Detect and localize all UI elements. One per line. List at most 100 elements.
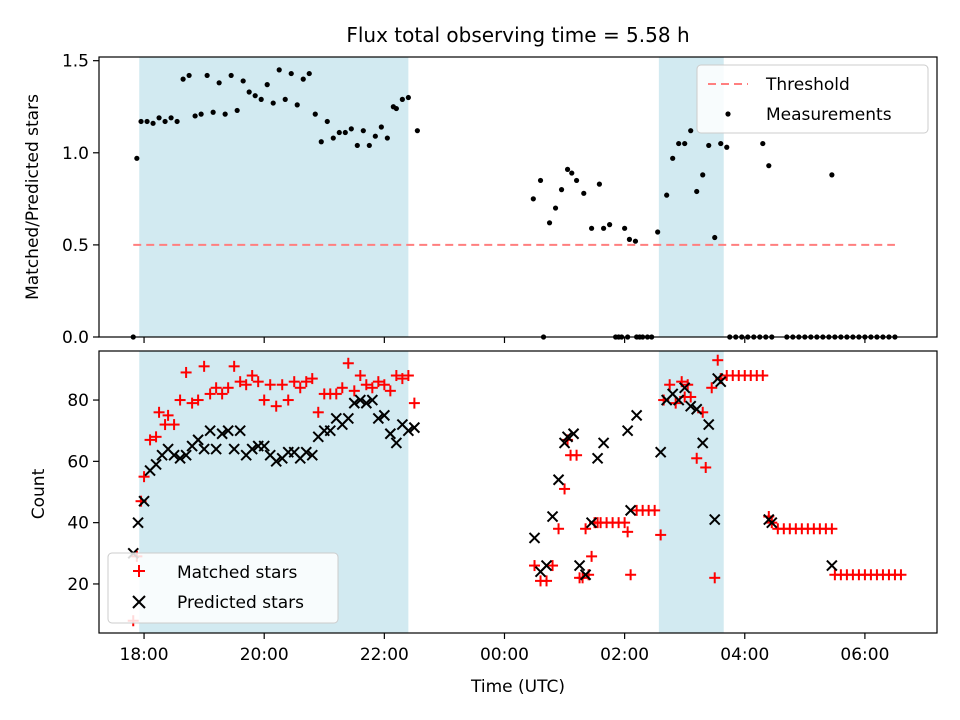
matched-star-point bbox=[360, 379, 372, 391]
measurement-point bbox=[694, 188, 700, 195]
measurement-point bbox=[282, 96, 288, 102]
matched-star-point bbox=[153, 406, 165, 418]
measurement-point bbox=[688, 128, 694, 134]
predicted-star-point bbox=[567, 428, 580, 440]
predicted-star-point bbox=[372, 412, 385, 425]
bottom-axes-frame bbox=[98, 350, 938, 634]
matched-star-point bbox=[342, 357, 354, 369]
matched-star-point bbox=[240, 379, 252, 391]
predicted-star-point bbox=[402, 424, 415, 437]
matched-star-point bbox=[144, 434, 156, 446]
measurement-point bbox=[393, 105, 399, 112]
matched-star-point bbox=[258, 394, 270, 406]
x-axis-label: Time (UTC) bbox=[470, 677, 565, 697]
predicted-star-point bbox=[180, 449, 192, 461]
x-tick-label: 18:00 bbox=[120, 645, 169, 665]
matched-star-point bbox=[198, 360, 210, 372]
x-tick-label: 00:00 bbox=[480, 645, 529, 665]
predicted-stars-points bbox=[127, 372, 838, 581]
matched-star-point bbox=[354, 370, 366, 382]
predicted-star-point bbox=[234, 424, 246, 437]
matched-star-point bbox=[222, 382, 234, 394]
measurement-point bbox=[564, 166, 571, 172]
predicted-star-point bbox=[585, 516, 598, 529]
measurement-point bbox=[676, 140, 682, 147]
measurement-point bbox=[156, 115, 162, 121]
top-y-tick-label: 1.0 bbox=[62, 144, 89, 164]
chart-title: Flux total observing time = 5.58 h bbox=[346, 23, 689, 47]
matched-star-point bbox=[264, 379, 276, 391]
predicted-star-point bbox=[342, 412, 355, 425]
measurement-point bbox=[405, 94, 411, 101]
predicted-star-point bbox=[546, 510, 559, 523]
matched-star-point bbox=[204, 388, 216, 400]
top-axes-frame bbox=[98, 56, 938, 338]
bottom-y-ticks: 20 40 60 80 bbox=[67, 391, 99, 595]
matched-star-point bbox=[330, 388, 342, 400]
matched-star-point bbox=[372, 376, 384, 388]
top-panel: 0.0 0.5 1.0 1.5 Matched/Predicted stars Thr… bbox=[23, 52, 938, 348]
legend-predicted-swatch bbox=[132, 595, 146, 609]
bottom-y-tick-label: 60 bbox=[67, 452, 89, 472]
x-tick-label: 20:00 bbox=[240, 645, 289, 665]
x-tick-label: 06:00 bbox=[840, 645, 889, 665]
predicted-star-point bbox=[826, 559, 838, 572]
predicted-star-point bbox=[228, 443, 240, 455]
top-legend: Threshold Measurements bbox=[696, 64, 929, 134]
matched-star-point bbox=[700, 461, 712, 473]
matched-star-point bbox=[712, 354, 724, 366]
matched-star-point bbox=[366, 382, 378, 394]
measurement-point bbox=[330, 135, 336, 141]
measurement-point bbox=[655, 229, 661, 235]
matched-star-point bbox=[348, 385, 360, 397]
matched-star-point bbox=[300, 376, 312, 388]
matched-star-point bbox=[571, 449, 583, 461]
matched-star-point bbox=[246, 370, 258, 382]
measurement-point bbox=[138, 118, 144, 125]
bottom-legend: Matched stars Predicted stars bbox=[107, 552, 339, 624]
legend-matched-swatch bbox=[133, 565, 145, 577]
measurement-point bbox=[354, 142, 360, 149]
bottom-y-tick-label: 40 bbox=[67, 514, 89, 534]
matched-star-point bbox=[282, 394, 294, 406]
measurement-point bbox=[306, 70, 312, 77]
measurement-point bbox=[186, 72, 192, 79]
bottom-legend-box bbox=[107, 552, 339, 624]
predicted-star-point bbox=[246, 443, 258, 455]
top-y-ticks: 0.0 0.5 1.0 1.5 bbox=[62, 52, 99, 348]
predicted-star-point bbox=[300, 446, 312, 458]
top-y-tick-label: 1.5 bbox=[62, 52, 89, 72]
matched-star-point bbox=[390, 370, 402, 382]
legend-matched-label: Matched stars bbox=[177, 563, 297, 583]
measurement-point bbox=[198, 111, 204, 117]
measurement-point bbox=[294, 102, 300, 108]
top-y-axis-label: Matched/Predicted stars bbox=[23, 94, 43, 300]
measurement-point bbox=[150, 120, 156, 126]
predicted-star-point bbox=[192, 434, 204, 446]
matched-stars-points bbox=[127, 354, 907, 627]
matched-star-point bbox=[622, 526, 634, 538]
measurement-point bbox=[144, 118, 150, 125]
matched-star-point bbox=[288, 376, 300, 388]
measurement-point bbox=[134, 155, 140, 161]
measurement-point bbox=[258, 96, 264, 102]
measurement-point bbox=[252, 93, 258, 99]
matched-star-point bbox=[192, 394, 204, 406]
measurement-point bbox=[210, 109, 216, 115]
predicted-star-point bbox=[390, 437, 403, 449]
matched-star-point bbox=[228, 360, 240, 372]
matched-star-point bbox=[649, 504, 661, 516]
predicted-star-point bbox=[630, 409, 643, 422]
measurement-point bbox=[601, 225, 607, 231]
measurement-point bbox=[240, 78, 246, 84]
predicted-star-point bbox=[684, 400, 697, 412]
predicted-star-point bbox=[703, 418, 715, 431]
measurement-point bbox=[569, 170, 575, 176]
matched-star-point bbox=[168, 419, 180, 431]
measurement-point bbox=[537, 177, 544, 184]
measurement-point bbox=[546, 220, 553, 226]
predicted-star-point bbox=[591, 452, 604, 464]
top-y-tick-label: 0.5 bbox=[62, 236, 89, 256]
top-shaded-span bbox=[139, 57, 409, 337]
